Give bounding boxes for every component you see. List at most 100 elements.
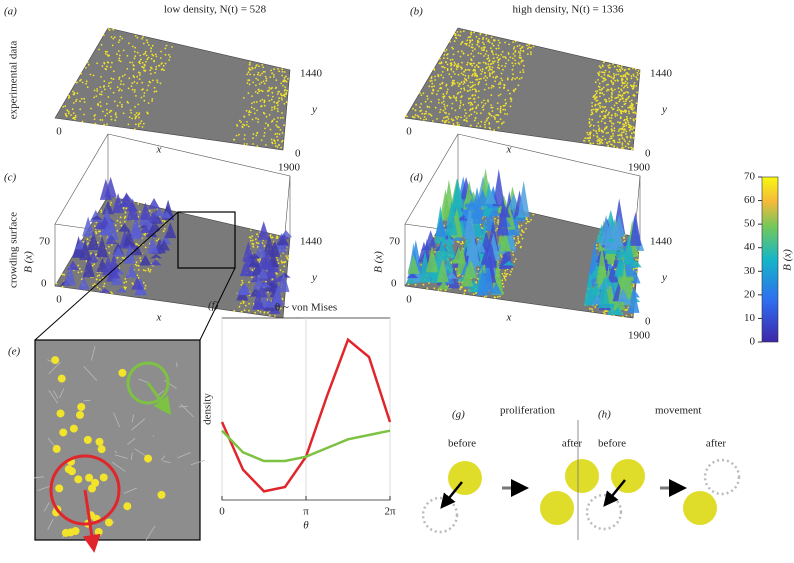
cell	[144, 246, 147, 249]
x-tick-label: 0	[56, 294, 62, 306]
cell	[479, 52, 482, 55]
cell	[252, 133, 255, 136]
cell	[630, 132, 633, 135]
cell	[491, 60, 494, 63]
cell	[622, 86, 625, 89]
cell	[617, 96, 619, 99]
cell	[79, 108, 82, 111]
cell	[98, 288, 101, 290]
cell	[455, 96, 458, 99]
cell	[590, 113, 593, 116]
cell	[617, 70, 619, 73]
cell	[594, 97, 597, 100]
cell	[495, 47, 498, 50]
cell	[488, 72, 491, 75]
cell	[99, 86, 102, 88]
cell	[251, 95, 254, 97]
cell	[414, 114, 417, 116]
cell	[475, 125, 478, 127]
cell	[87, 242, 89, 245]
cell	[143, 99, 146, 102]
cell	[525, 222, 527, 225]
cell	[463, 70, 466, 73]
cell	[454, 109, 457, 112]
cell	[263, 82, 266, 85]
cell	[459, 104, 462, 107]
cell	[523, 231, 525, 234]
cell	[271, 106, 273, 109]
cell	[280, 97, 283, 99]
cell	[497, 59, 500, 61]
cell	[631, 128, 633, 131]
cell	[498, 41, 501, 44]
y-tick-label: 1440	[300, 236, 323, 248]
cell	[99, 101, 102, 103]
cell	[607, 131, 609, 134]
cell	[467, 102, 470, 104]
cell	[263, 135, 265, 137]
label-before: before	[598, 438, 626, 450]
cell	[594, 81, 597, 84]
cell-outline	[123, 487, 138, 494]
cell	[439, 108, 442, 111]
cell	[81, 81, 84, 84]
surface-peak	[485, 242, 498, 268]
cell	[599, 106, 602, 109]
cell	[496, 107, 499, 110]
cell	[97, 104, 100, 107]
cell	[136, 274, 139, 277]
cell	[608, 71, 611, 73]
cell	[153, 59, 156, 62]
cell	[169, 56, 172, 58]
label-after: after	[706, 438, 726, 450]
cell	[285, 91, 288, 94]
cell	[152, 54, 155, 57]
y-tick-label: 1440	[300, 68, 323, 80]
cell	[437, 74, 439, 76]
cell	[502, 285, 505, 288]
surface-peak	[107, 266, 120, 279]
cell	[473, 74, 476, 77]
cell	[628, 112, 630, 115]
cell	[423, 113, 426, 115]
surface-peak	[491, 258, 504, 295]
cell	[467, 36, 470, 39]
cell	[462, 103, 465, 106]
cell	[413, 116, 415, 119]
cell	[137, 276, 140, 279]
cell	[504, 41, 506, 44]
cell	[161, 219, 164, 222]
cell-outline	[113, 412, 121, 428]
cell	[586, 137, 589, 140]
cell	[509, 273, 511, 276]
cell	[490, 94, 493, 97]
cell	[637, 70, 640, 72]
cell	[622, 75, 624, 78]
cell	[107, 96, 110, 98]
surface-peak	[618, 265, 631, 300]
cell	[471, 81, 474, 84]
cell	[610, 128, 613, 131]
cell	[611, 89, 614, 92]
cell	[247, 125, 250, 128]
cell	[108, 29, 111, 31]
cell-outline	[91, 346, 96, 361]
cell-outline	[37, 485, 51, 491]
cell	[595, 130, 597, 132]
cell	[482, 38, 484, 41]
cell	[494, 118, 496, 120]
cell	[91, 264, 94, 267]
cell	[636, 74, 639, 76]
cell	[622, 123, 624, 126]
cell	[592, 142, 595, 145]
cell	[268, 86, 271, 89]
cell	[614, 97, 617, 99]
cell	[137, 264, 140, 267]
cell	[424, 100, 427, 103]
cell	[277, 116, 279, 119]
cell	[518, 63, 521, 65]
cell	[610, 106, 613, 109]
cell	[501, 279, 504, 282]
cell	[421, 112, 424, 115]
